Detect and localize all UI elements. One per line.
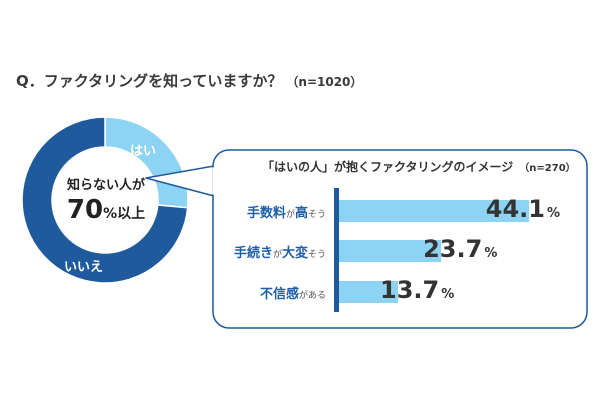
panel-title-text: 「はいの人」が抱くファクタリングのイメージ	[262, 160, 514, 174]
bar-1	[339, 240, 442, 262]
bar-category-0-big2: 高	[294, 206, 308, 221]
bar-0	[339, 200, 529, 222]
bar-axis	[334, 188, 339, 312]
bar-category-1-big2: 大変	[281, 246, 308, 261]
bar-2	[339, 281, 399, 303]
bar-category-2: 不信感がある	[260, 283, 326, 302]
donut-center-label: 知らない人が 70%以上	[58, 174, 154, 225]
panel-sample-size: （n=270）	[519, 163, 576, 174]
bar-value-2: 13.7%	[380, 276, 454, 304]
bar-category-0-small2: そう	[307, 210, 326, 220]
bar-category-2-small1: がある	[298, 291, 326, 301]
donut-center-line1: 知らない人が	[66, 178, 145, 193]
bar-category-1-small2: そう	[307, 250, 326, 260]
donut-yes-label: はい	[130, 144, 157, 159]
bar-value-unit-2: %	[441, 287, 455, 302]
bar-value-0: 44.1%	[486, 195, 560, 223]
question-sample-size: （n=1020）	[286, 75, 363, 89]
donut-center-big: 70	[66, 195, 104, 225]
callout-pointer	[145, 165, 215, 197]
question-title: Q．ファクタリングを知っていますか？ （n=1020）	[16, 70, 362, 91]
bar-value-unit-0: %	[546, 206, 560, 221]
bar-value-number-1: 23.7	[423, 235, 483, 263]
bar-category-0: 手数料が高そう	[247, 202, 326, 221]
bar-category-1-big1: 手続き	[233, 246, 273, 261]
donut-hole	[52, 147, 158, 253]
donut-center-unit: %以上	[103, 206, 146, 222]
bar-value-number-0: 44.1	[485, 195, 545, 223]
panel-title: 「はいの人」が抱くファクタリングのイメージ （n=270）	[262, 158, 576, 175]
bar-category-1: 手続きが大変そう	[234, 242, 326, 261]
bar-value-number-2: 13.7	[380, 276, 440, 304]
bar-category-2-big1: 不信感	[259, 287, 299, 302]
bar-value-1: 23.7%	[423, 235, 497, 263]
bar-category-1-small1: が	[272, 250, 282, 260]
donut-no-label: いいえ	[64, 260, 104, 275]
bar-value-unit-1: %	[484, 246, 498, 261]
bar-category-0-small1: が	[285, 210, 295, 220]
callout-join	[212, 167, 216, 195]
bar-category-0-big1: 手数料	[246, 206, 286, 221]
question-text: Q．ファクタリングを知っていますか？	[16, 72, 283, 90]
callout-frame	[212, 149, 588, 329]
